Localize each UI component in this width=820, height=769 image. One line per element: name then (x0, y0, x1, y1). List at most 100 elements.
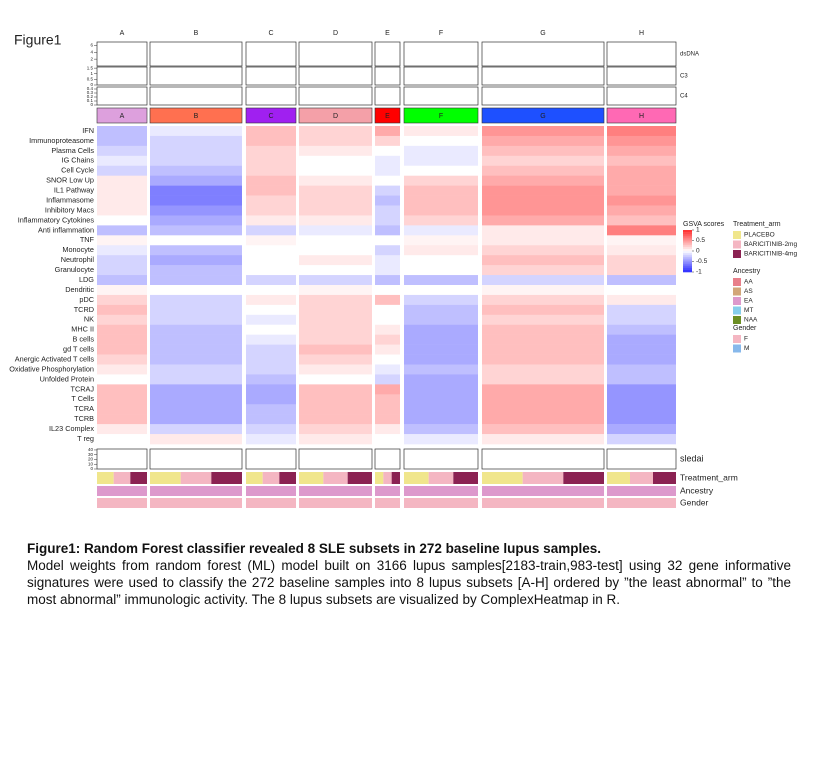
heat-cell (97, 344, 147, 355)
heat-cell (404, 255, 478, 266)
heat-cell (375, 314, 400, 326)
heat-cell (97, 364, 147, 375)
heat-cell (97, 165, 147, 176)
heat-cell (607, 374, 676, 385)
colorbar-tick-label: 0.5 (696, 237, 705, 244)
heat-cell (482, 175, 604, 186)
annotation-block (347, 472, 372, 484)
heat-cell (150, 324, 242, 335)
heat-cell (299, 285, 372, 296)
column-label: F (439, 30, 443, 37)
heat-cell (607, 175, 676, 186)
heat-cell (404, 334, 478, 345)
heat-cell (375, 324, 400, 335)
caption: Figure1: Random Forest classifier reveal… (27, 540, 791, 608)
heat-cell (150, 255, 242, 266)
heat-cell (150, 424, 242, 435)
annotation-block (607, 472, 630, 484)
heat-cell (299, 155, 372, 167)
heat-cell (97, 404, 147, 415)
heat-cell (375, 424, 400, 435)
annotation-block (404, 472, 429, 484)
legend-swatch (733, 240, 741, 249)
annotation-block (246, 498, 296, 508)
track-box (481, 66, 605, 86)
heat-cell (482, 135, 604, 147)
heat-cell (607, 334, 676, 345)
heat-cell (150, 265, 242, 276)
row-label: TCRD (74, 305, 94, 314)
heat-cell (246, 314, 296, 326)
colorbar-step (683, 234, 692, 237)
group-bar (403, 107, 479, 124)
heat-cell (404, 384, 478, 395)
heat-cell (246, 215, 296, 226)
heat-cell (246, 324, 296, 335)
annotation-block (383, 472, 392, 484)
heat-cell (482, 344, 604, 355)
colorbar-step (683, 265, 692, 269)
colorbar-step (683, 246, 692, 250)
heat-cell (150, 195, 242, 206)
heat-cell (150, 434, 242, 445)
heat-cell (299, 255, 372, 266)
heat-cell (299, 225, 372, 236)
track-tick-label: 20 (88, 457, 94, 462)
annotation-block (150, 498, 242, 508)
group-bar (606, 107, 677, 124)
heat-cell (246, 285, 296, 296)
heat-cell (150, 314, 242, 326)
heat-cell (482, 205, 604, 216)
heat-cell (375, 126, 400, 137)
track-label: sledai (680, 453, 704, 463)
row-label: Inflammatory Cytokines (18, 215, 95, 224)
heat-cell (607, 384, 676, 395)
heat-cell (375, 294, 400, 306)
row-label: Granulocyte (55, 265, 94, 274)
heat-cell (246, 364, 296, 375)
heat-cell (246, 165, 296, 176)
row-label: Anergic Activated T cells (15, 354, 95, 363)
heat-cell (482, 195, 604, 206)
heat-cell (404, 404, 478, 415)
heat-cell (375, 155, 400, 167)
colorbar-tick-label: 0 (696, 248, 700, 255)
heat-cell (607, 404, 676, 415)
heat-cell (97, 135, 147, 147)
heat-cell (246, 404, 296, 415)
track-label: Gender (680, 497, 709, 507)
heat-cell (375, 344, 400, 355)
heat-cell (97, 354, 147, 365)
legend-title: Gender (733, 325, 757, 332)
colorbar-step (683, 263, 692, 266)
heat-cell (404, 344, 478, 355)
track-box (245, 41, 297, 67)
legend-label: F (744, 336, 748, 343)
track-box (403, 86, 479, 106)
track-label: C3 (680, 74, 688, 80)
heat-cell (482, 324, 604, 335)
heat-cell (246, 126, 296, 137)
annotation-block (323, 472, 348, 484)
heat-cell (375, 414, 400, 425)
heat-cell (404, 165, 478, 176)
row-label: Inflammasome (46, 195, 94, 204)
heat-cell (299, 404, 372, 415)
heat-cell (404, 235, 478, 246)
heat-cell (607, 434, 676, 445)
row-label: Cell Cycle (61, 166, 94, 175)
heat-cell (97, 195, 147, 206)
heat-cell (299, 215, 372, 226)
row-label: NK (84, 315, 94, 324)
annotation-block (375, 472, 384, 484)
track-tick-label: 1.5 (87, 65, 94, 70)
colorbar-step (683, 255, 692, 258)
annotation-block (246, 472, 263, 484)
heat-cell (97, 155, 147, 167)
heat-cell (246, 175, 296, 186)
heat-cell (299, 145, 372, 157)
heat-cell (404, 275, 478, 286)
heat-cell (150, 304, 242, 316)
heat-cell (150, 145, 242, 157)
track-tick-label: 0 (90, 102, 93, 107)
